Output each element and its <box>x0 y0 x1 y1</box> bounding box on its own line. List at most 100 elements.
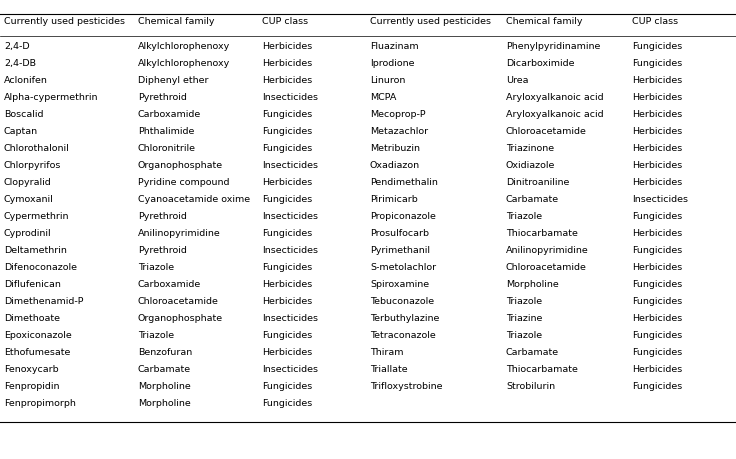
Text: Terbuthylazine: Terbuthylazine <box>370 314 439 323</box>
Text: Pyrimethanil: Pyrimethanil <box>370 246 430 255</box>
Text: Triazole: Triazole <box>138 331 174 340</box>
Text: Insecticides: Insecticides <box>262 161 318 170</box>
Text: Strobilurin: Strobilurin <box>506 382 555 391</box>
Text: Thiocarbamate: Thiocarbamate <box>506 229 578 238</box>
Text: Fungicides: Fungicides <box>262 331 312 340</box>
Text: Spiroxamine: Spiroxamine <box>370 280 429 289</box>
Text: Herbicides: Herbicides <box>632 76 682 85</box>
Text: Fenpropidin: Fenpropidin <box>4 382 60 391</box>
Text: Fluazinam: Fluazinam <box>370 42 419 51</box>
Text: Fungicides: Fungicides <box>632 331 682 340</box>
Text: Triallate: Triallate <box>370 365 408 374</box>
Text: Oxidiazole: Oxidiazole <box>506 161 556 170</box>
Text: Dimethenamid-P: Dimethenamid-P <box>4 297 83 306</box>
Text: Fungicides: Fungicides <box>632 59 682 68</box>
Text: Chloroacetamide: Chloroacetamide <box>138 297 219 306</box>
Text: Anilinopyrimidine: Anilinopyrimidine <box>138 229 221 238</box>
Text: Insecticides: Insecticides <box>262 314 318 323</box>
Text: Linuron: Linuron <box>370 76 406 85</box>
Text: Fungicides: Fungicides <box>632 348 682 357</box>
Text: Triazole: Triazole <box>506 212 542 221</box>
Text: Thiocarbamate: Thiocarbamate <box>506 365 578 374</box>
Text: Morpholine: Morpholine <box>138 382 191 391</box>
Text: Diphenyl ether: Diphenyl ether <box>138 76 208 85</box>
Text: Insecticides: Insecticides <box>262 212 318 221</box>
Text: Captan: Captan <box>4 127 38 136</box>
Text: Herbicides: Herbicides <box>632 178 682 187</box>
Text: Herbicides: Herbicides <box>262 76 312 85</box>
Text: Dinitroaniline: Dinitroaniline <box>506 178 570 187</box>
Text: Thiram: Thiram <box>370 348 403 357</box>
Text: Deltamethrin: Deltamethrin <box>4 246 67 255</box>
Text: Fungicides: Fungicides <box>632 42 682 51</box>
Text: Herbicides: Herbicides <box>632 110 682 119</box>
Text: Herbicides: Herbicides <box>632 263 682 272</box>
Text: Fungicides: Fungicides <box>632 297 682 306</box>
Text: Pyridine compound: Pyridine compound <box>138 178 230 187</box>
Text: Dicarboximide: Dicarboximide <box>506 59 575 68</box>
Text: Prosulfocarb: Prosulfocarb <box>370 229 429 238</box>
Text: Trifloxystrobine: Trifloxystrobine <box>370 382 442 391</box>
Text: Fenpropimorph: Fenpropimorph <box>4 399 76 408</box>
Text: Fungicides: Fungicides <box>262 382 312 391</box>
Text: Phthalimide: Phthalimide <box>138 127 194 136</box>
Text: Fenoxycarb: Fenoxycarb <box>4 365 59 374</box>
Text: Alkylchlorophenoxy: Alkylchlorophenoxy <box>138 42 230 51</box>
Text: Fungicides: Fungicides <box>262 144 312 153</box>
Text: Herbicides: Herbicides <box>632 161 682 170</box>
Text: Herbicides: Herbicides <box>262 59 312 68</box>
Text: Epoxiconazole: Epoxiconazole <box>4 331 71 340</box>
Text: Insecticides: Insecticides <box>632 195 688 204</box>
Text: Fungicides: Fungicides <box>262 110 312 119</box>
Text: Herbicides: Herbicides <box>262 280 312 289</box>
Text: Herbicides: Herbicides <box>632 144 682 153</box>
Text: Insecticides: Insecticides <box>262 246 318 255</box>
Text: Fungicides: Fungicides <box>632 382 682 391</box>
Text: Chlorothalonil: Chlorothalonil <box>4 144 70 153</box>
Text: Chlorpyrifos: Chlorpyrifos <box>4 161 61 170</box>
Text: Aclonifen: Aclonifen <box>4 76 48 85</box>
Text: MCPA: MCPA <box>370 93 397 102</box>
Text: Aryloxyalkanoic acid: Aryloxyalkanoic acid <box>506 93 604 102</box>
Text: Cyanoacetamide oxime: Cyanoacetamide oxime <box>138 195 250 204</box>
Text: Fungicides: Fungicides <box>262 195 312 204</box>
Text: Herbicides: Herbicides <box>262 297 312 306</box>
Text: Tebuconazole: Tebuconazole <box>370 297 434 306</box>
Text: Triazole: Triazole <box>506 297 542 306</box>
Text: Aryloxyalkanoic acid: Aryloxyalkanoic acid <box>506 110 604 119</box>
Text: Pyrethroid: Pyrethroid <box>138 93 187 102</box>
Text: Fungicides: Fungicides <box>262 399 312 408</box>
Text: Boscalid: Boscalid <box>4 110 43 119</box>
Text: Dimethoate: Dimethoate <box>4 314 60 323</box>
Text: Triazine: Triazine <box>506 314 542 323</box>
Text: CUP class: CUP class <box>262 17 308 26</box>
Text: Phenylpyridinamine: Phenylpyridinamine <box>506 42 601 51</box>
Text: Carbamate: Carbamate <box>506 348 559 357</box>
Text: Currently used pesticides: Currently used pesticides <box>4 17 125 26</box>
Text: Fungicides: Fungicides <box>632 212 682 221</box>
Text: Mecoprop-P: Mecoprop-P <box>370 110 425 119</box>
Text: Clopyralid: Clopyralid <box>4 178 52 187</box>
Text: Difenoconazole: Difenoconazole <box>4 263 77 272</box>
Text: Herbicides: Herbicides <box>632 93 682 102</box>
Text: Metazachlor: Metazachlor <box>370 127 428 136</box>
Text: Oxadiazon: Oxadiazon <box>370 161 420 170</box>
Text: Morpholine: Morpholine <box>506 280 559 289</box>
Text: Metribuzin: Metribuzin <box>370 144 420 153</box>
Text: Pendimethalin: Pendimethalin <box>370 178 438 187</box>
Text: Chloroacetamide: Chloroacetamide <box>506 263 587 272</box>
Text: Carbamate: Carbamate <box>506 195 559 204</box>
Text: Chloroacetamide: Chloroacetamide <box>506 127 587 136</box>
Text: Insecticides: Insecticides <box>262 365 318 374</box>
Text: Organophosphate: Organophosphate <box>138 314 223 323</box>
Text: Diflufenican: Diflufenican <box>4 280 61 289</box>
Text: Urea: Urea <box>506 76 528 85</box>
Text: Chemical family: Chemical family <box>506 17 582 26</box>
Text: Currently used pesticides: Currently used pesticides <box>370 17 491 26</box>
Text: Herbicides: Herbicides <box>632 127 682 136</box>
Text: Chloronitrile: Chloronitrile <box>138 144 196 153</box>
Text: 2,4-D: 2,4-D <box>4 42 29 51</box>
Text: Alkylchlorophenoxy: Alkylchlorophenoxy <box>138 59 230 68</box>
Text: Pyrethroid: Pyrethroid <box>138 246 187 255</box>
Text: Herbicides: Herbicides <box>262 348 312 357</box>
